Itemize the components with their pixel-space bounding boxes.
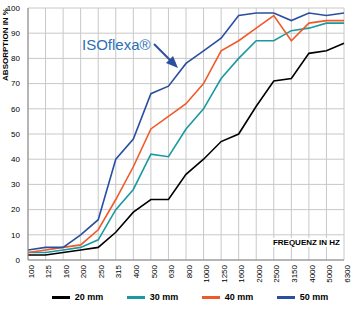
svg-text:800: 800 xyxy=(185,264,194,278)
svg-text:2500: 2500 xyxy=(272,264,281,282)
svg-text:160: 160 xyxy=(62,264,71,278)
html-text:40 mm: 40 mm xyxy=(224,292,254,302)
svg-text:2000: 2000 xyxy=(255,264,264,282)
svg-text:3150: 3150 xyxy=(290,264,299,282)
svg-text:90: 90 xyxy=(11,29,20,38)
svg-text:250: 250 xyxy=(97,264,106,278)
svg-text:50: 50 xyxy=(11,130,20,139)
svg-text:315: 315 xyxy=(114,264,123,278)
svg-text:20: 20 xyxy=(11,205,20,214)
html-text:ISOflexa®: ISOflexa® xyxy=(82,36,151,53)
svg-text:4000: 4000 xyxy=(308,264,317,282)
html-text:ABSORPTION IN %: ABSORPTION IN % xyxy=(1,8,10,81)
svg-text:60: 60 xyxy=(11,105,20,114)
svg-text:200: 200 xyxy=(79,264,88,278)
svg-text:70: 70 xyxy=(11,79,20,88)
svg-text:500: 500 xyxy=(150,264,159,278)
svg-text:10: 10 xyxy=(11,231,20,240)
svg-text:0: 0 xyxy=(16,256,21,265)
html-text:FREQUENZ IN HZ: FREQUENZ IN HZ xyxy=(272,238,340,247)
svg-text:5000: 5000 xyxy=(325,264,334,282)
svg-text:30: 30 xyxy=(11,180,20,189)
svg-text:1250: 1250 xyxy=(220,264,229,282)
svg-text:400: 400 xyxy=(132,264,141,278)
svg-text:125: 125 xyxy=(44,264,53,278)
svg-text:1000: 1000 xyxy=(202,264,211,282)
html-text:50 mm: 50 mm xyxy=(299,292,329,302)
html-text:20 mm: 20 mm xyxy=(74,292,104,302)
svg-text:100: 100 xyxy=(27,264,36,278)
svg-text:630: 630 xyxy=(167,264,176,278)
svg-text:6300: 6300 xyxy=(343,264,344,282)
svg-text:40: 40 xyxy=(11,155,20,164)
svg-text:80: 80 xyxy=(11,54,20,63)
html-text:30 mm: 30 mm xyxy=(149,292,179,302)
svg-text:1600: 1600 xyxy=(237,264,246,282)
